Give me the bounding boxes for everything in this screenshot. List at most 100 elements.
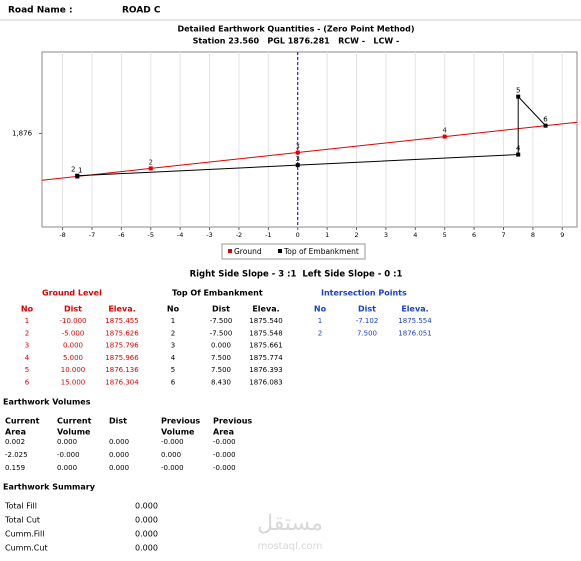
table-cell: 0.000 (161, 451, 181, 459)
legend-swatch (278, 249, 282, 253)
table-cell: 2 (25, 329, 29, 337)
watermark-text: مستقل (257, 511, 323, 536)
column-header: Dist (358, 305, 376, 314)
table-cell: -5.000 (62, 329, 85, 337)
column-header: Previous (161, 417, 200, 426)
table-cell: 15.000 (61, 379, 86, 387)
summary-title: Earthwork Summary (3, 483, 96, 492)
road-name-value: ROAD C (122, 6, 161, 16)
point-label: 1 (78, 166, 82, 174)
column-header: Previous (213, 417, 252, 426)
table-cell: 1 (171, 317, 175, 325)
table-cell: 1875.540 (249, 317, 282, 325)
x-tick-label: 7 (501, 231, 505, 239)
table-cell: 1875.554 (398, 317, 432, 325)
table-cell: 5 (171, 366, 175, 374)
x-tick-label: -2 (236, 231, 242, 239)
summary-value: 0.000 (135, 516, 158, 525)
column-header: Area (213, 428, 234, 437)
table-cell: 7.500 (211, 354, 231, 362)
table-cell: -0.000 (213, 464, 236, 472)
x-tick-label: -4 (177, 231, 183, 239)
summary-label: Total Cut (4, 516, 40, 525)
table-cell: 6 (171, 379, 176, 387)
point-label: 3 (296, 155, 300, 163)
summary-label: Cumm.Fill (5, 530, 44, 539)
column-header: Volume (161, 428, 195, 437)
table-cell: 1876.304 (105, 379, 139, 387)
column-header: Current (5, 417, 40, 426)
data-point (2, 182, 6, 186)
data-point (516, 152, 521, 157)
legend-label: Ground (234, 247, 262, 256)
column-header: Dist (212, 305, 230, 314)
data-point (543, 123, 548, 128)
point-label: 5 (516, 87, 520, 95)
summary-value: 0.000 (135, 530, 158, 539)
plot-area (41, 51, 578, 228)
table-cell: 0.000 (57, 464, 77, 472)
table-cell: 0.000 (211, 342, 231, 350)
table-cell: 10.000 (61, 366, 86, 374)
table-cell: 1876.136 (105, 366, 139, 374)
summary-value: 0.000 (135, 544, 158, 553)
x-tick-label: 9 (560, 231, 564, 239)
x-tick-label: 5 (443, 231, 447, 239)
table-cell: 3 (171, 342, 175, 350)
chart-title: Detailed Earthwork Quantities - (Zero Po… (177, 25, 414, 34)
x-tick-label: -5 (148, 231, 154, 239)
point-label: 4 (516, 145, 521, 153)
table-cell: 1875.966 (105, 354, 139, 362)
table-cell: 0.000 (109, 451, 129, 459)
data-point (295, 150, 300, 155)
summary-value: 0.000 (135, 502, 158, 511)
table-cell: 1875.796 (105, 342, 139, 350)
watermark-site: mostaql.com (258, 541, 323, 552)
table-cell: 1875.548 (249, 329, 282, 337)
column-header: Dist (109, 417, 127, 426)
table-cell: 1876.051 (398, 329, 431, 337)
point-label: 4 (442, 127, 447, 135)
legend-label: Top of Embankment (283, 247, 359, 256)
table-cell: 1875.626 (105, 329, 139, 337)
x-tick-label: -3 (206, 231, 212, 239)
column-header: No (314, 305, 327, 314)
column-header: Eleva. (252, 305, 279, 314)
legend-box (221, 243, 366, 260)
slope-text: Right Side Slope - 3 :1 Left Side Slope … (190, 270, 403, 280)
embankment-title: Top Of Embankment (172, 289, 263, 298)
column-header: No (167, 305, 180, 314)
x-tick-label: -8 (59, 231, 65, 239)
table-cell: -0.000 (57, 451, 80, 459)
table-cell: 2 (171, 329, 175, 337)
table-cell: 3 (25, 342, 29, 350)
x-tick-label: 0 (296, 231, 300, 239)
x-tick-label: 3 (384, 231, 388, 239)
column-header: Current (57, 417, 92, 426)
table-cell: -10.000 (59, 317, 86, 325)
road-name-label: Road Name : (8, 6, 73, 16)
table-cell: -2.025 (5, 451, 28, 459)
x-tick-label: 6 (472, 231, 476, 239)
x-tick-label: 4 (413, 231, 417, 239)
summary-label: Total Fill (4, 502, 37, 511)
table-cell: 7.500 (357, 329, 377, 337)
point-label: 3 (296, 143, 300, 151)
table-cell: 1875.774 (249, 354, 283, 362)
table-cell: 5.000 (63, 354, 83, 362)
table-cell: 6 (25, 379, 30, 387)
chart-subtitle: Station 23.560 PGL 1876.281 RCW - LCW - (193, 37, 400, 46)
column-header: Dist (64, 305, 82, 314)
x-tick-label: -7 (89, 231, 95, 239)
data-point (516, 94, 521, 99)
data-point (295, 163, 300, 168)
header-bar (0, 0, 581, 20)
column-header: Eleva. (401, 305, 428, 314)
table-cell: -7.102 (356, 317, 379, 325)
table-cell: -7.500 (210, 317, 233, 325)
table-cell: 5 (25, 366, 29, 374)
point-label: 1 (2, 174, 6, 182)
table-cell: 0.000 (57, 438, 77, 446)
x-tick-label: -1 (265, 231, 271, 239)
